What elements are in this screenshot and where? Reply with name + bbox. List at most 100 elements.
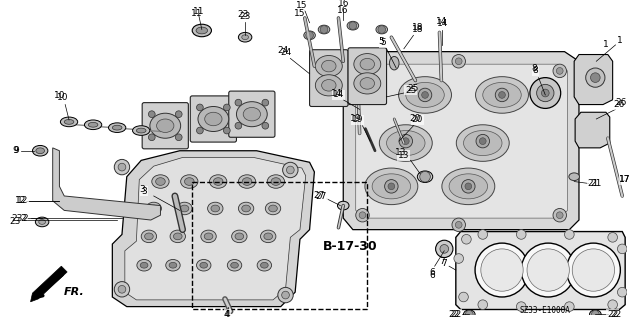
Circle shape: [556, 212, 563, 219]
Polygon shape: [456, 232, 625, 309]
Text: 21: 21: [591, 179, 602, 188]
Text: 9: 9: [13, 146, 19, 155]
Ellipse shape: [236, 102, 268, 127]
Ellipse shape: [417, 171, 433, 182]
Ellipse shape: [132, 126, 150, 135]
Ellipse shape: [180, 205, 189, 212]
Ellipse shape: [230, 262, 238, 268]
Circle shape: [465, 183, 472, 190]
Ellipse shape: [268, 175, 285, 188]
Polygon shape: [31, 266, 67, 302]
Circle shape: [403, 138, 409, 145]
Text: 2: 2: [22, 214, 28, 223]
Ellipse shape: [242, 35, 248, 40]
Circle shape: [175, 111, 182, 118]
Ellipse shape: [456, 125, 509, 161]
Ellipse shape: [235, 233, 244, 240]
Circle shape: [479, 138, 486, 145]
Ellipse shape: [463, 310, 475, 319]
Ellipse shape: [372, 174, 411, 199]
Text: 14: 14: [436, 19, 448, 28]
Circle shape: [196, 104, 204, 111]
Circle shape: [516, 302, 526, 311]
Circle shape: [564, 230, 574, 239]
Ellipse shape: [260, 262, 268, 268]
Circle shape: [436, 240, 453, 257]
Text: 6: 6: [429, 271, 435, 280]
Ellipse shape: [204, 233, 213, 240]
Polygon shape: [343, 52, 579, 230]
Circle shape: [608, 300, 618, 309]
Circle shape: [440, 245, 449, 253]
Ellipse shape: [136, 128, 146, 133]
Ellipse shape: [442, 168, 495, 204]
Circle shape: [553, 64, 566, 78]
Circle shape: [564, 302, 574, 311]
Text: 16: 16: [337, 0, 349, 8]
Ellipse shape: [483, 82, 521, 108]
Text: FR.: FR.: [64, 287, 85, 297]
Text: 8: 8: [531, 64, 536, 73]
Circle shape: [175, 134, 182, 141]
Circle shape: [499, 92, 506, 98]
FancyBboxPatch shape: [190, 96, 236, 142]
Text: B-17-30: B-17-30: [323, 241, 378, 254]
Circle shape: [420, 171, 430, 182]
Text: 12: 12: [15, 196, 27, 205]
Circle shape: [282, 291, 289, 299]
Ellipse shape: [260, 230, 276, 243]
Text: 16: 16: [337, 6, 348, 15]
Ellipse shape: [449, 174, 488, 199]
Ellipse shape: [322, 60, 336, 72]
Text: 22: 22: [450, 310, 461, 319]
Circle shape: [278, 287, 293, 303]
Text: 3: 3: [140, 185, 145, 194]
Circle shape: [115, 160, 130, 175]
Text: 26: 26: [614, 100, 625, 109]
Ellipse shape: [196, 259, 211, 271]
Ellipse shape: [238, 202, 254, 215]
Circle shape: [475, 243, 529, 297]
Circle shape: [476, 134, 490, 148]
Text: 6: 6: [429, 268, 435, 278]
Ellipse shape: [169, 262, 177, 268]
Text: 17: 17: [620, 175, 631, 184]
Circle shape: [553, 209, 566, 222]
Text: 21: 21: [588, 179, 599, 188]
Circle shape: [481, 249, 523, 291]
Ellipse shape: [170, 230, 186, 243]
Circle shape: [586, 68, 605, 87]
Ellipse shape: [227, 259, 242, 271]
Ellipse shape: [322, 79, 336, 91]
Ellipse shape: [156, 178, 165, 185]
Ellipse shape: [109, 123, 126, 132]
Circle shape: [148, 111, 155, 118]
Text: 14: 14: [436, 17, 447, 26]
Ellipse shape: [318, 25, 330, 34]
Circle shape: [461, 234, 471, 244]
Circle shape: [465, 310, 473, 318]
Circle shape: [452, 55, 465, 68]
Ellipse shape: [137, 259, 151, 271]
Text: 22: 22: [448, 310, 460, 319]
Ellipse shape: [141, 230, 157, 243]
Circle shape: [527, 249, 570, 291]
Ellipse shape: [198, 107, 228, 131]
Ellipse shape: [200, 262, 207, 268]
Text: 15: 15: [296, 1, 308, 10]
Circle shape: [356, 209, 369, 222]
Circle shape: [541, 89, 549, 97]
Text: 18: 18: [412, 25, 423, 34]
Circle shape: [419, 88, 432, 102]
Circle shape: [359, 68, 366, 74]
Ellipse shape: [238, 33, 252, 42]
Ellipse shape: [173, 233, 182, 240]
Ellipse shape: [201, 230, 216, 243]
Circle shape: [306, 32, 314, 39]
Circle shape: [530, 78, 561, 108]
Circle shape: [452, 218, 465, 232]
Polygon shape: [52, 148, 161, 220]
Circle shape: [459, 292, 468, 302]
Circle shape: [455, 58, 462, 65]
Ellipse shape: [84, 120, 102, 130]
